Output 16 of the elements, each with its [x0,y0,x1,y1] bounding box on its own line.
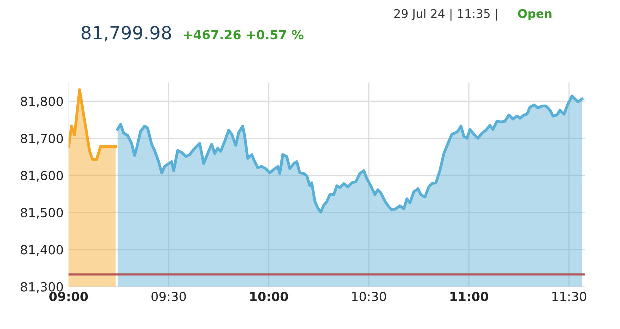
text: Open [518,9,552,21]
text: 29 Jul 24 | 11:35 | [394,9,498,21]
x-tick-label: 11:00 [450,292,488,302]
y-tick-label: 81,500 [21,208,64,219]
y-tick-label: 81,600 [21,171,64,182]
text: 81,799.98 [82,26,172,42]
y-tick-label: 81,300 [21,282,64,294]
y-tick-label: 81,700 [21,134,64,145]
x-tick-label: 09:30 [152,292,186,302]
x-tick-label: 10:00 [250,292,288,302]
y-tick-label: 81,800 [21,96,64,108]
y-tick-label: 81,400 [21,245,64,256]
text: +467.26 +0.57 % [184,30,304,40]
x-tick-label: 09:00 [50,292,88,302]
x-tick-label: 11:30 [552,292,586,302]
x-tick-label: 10:30 [352,292,386,302]
